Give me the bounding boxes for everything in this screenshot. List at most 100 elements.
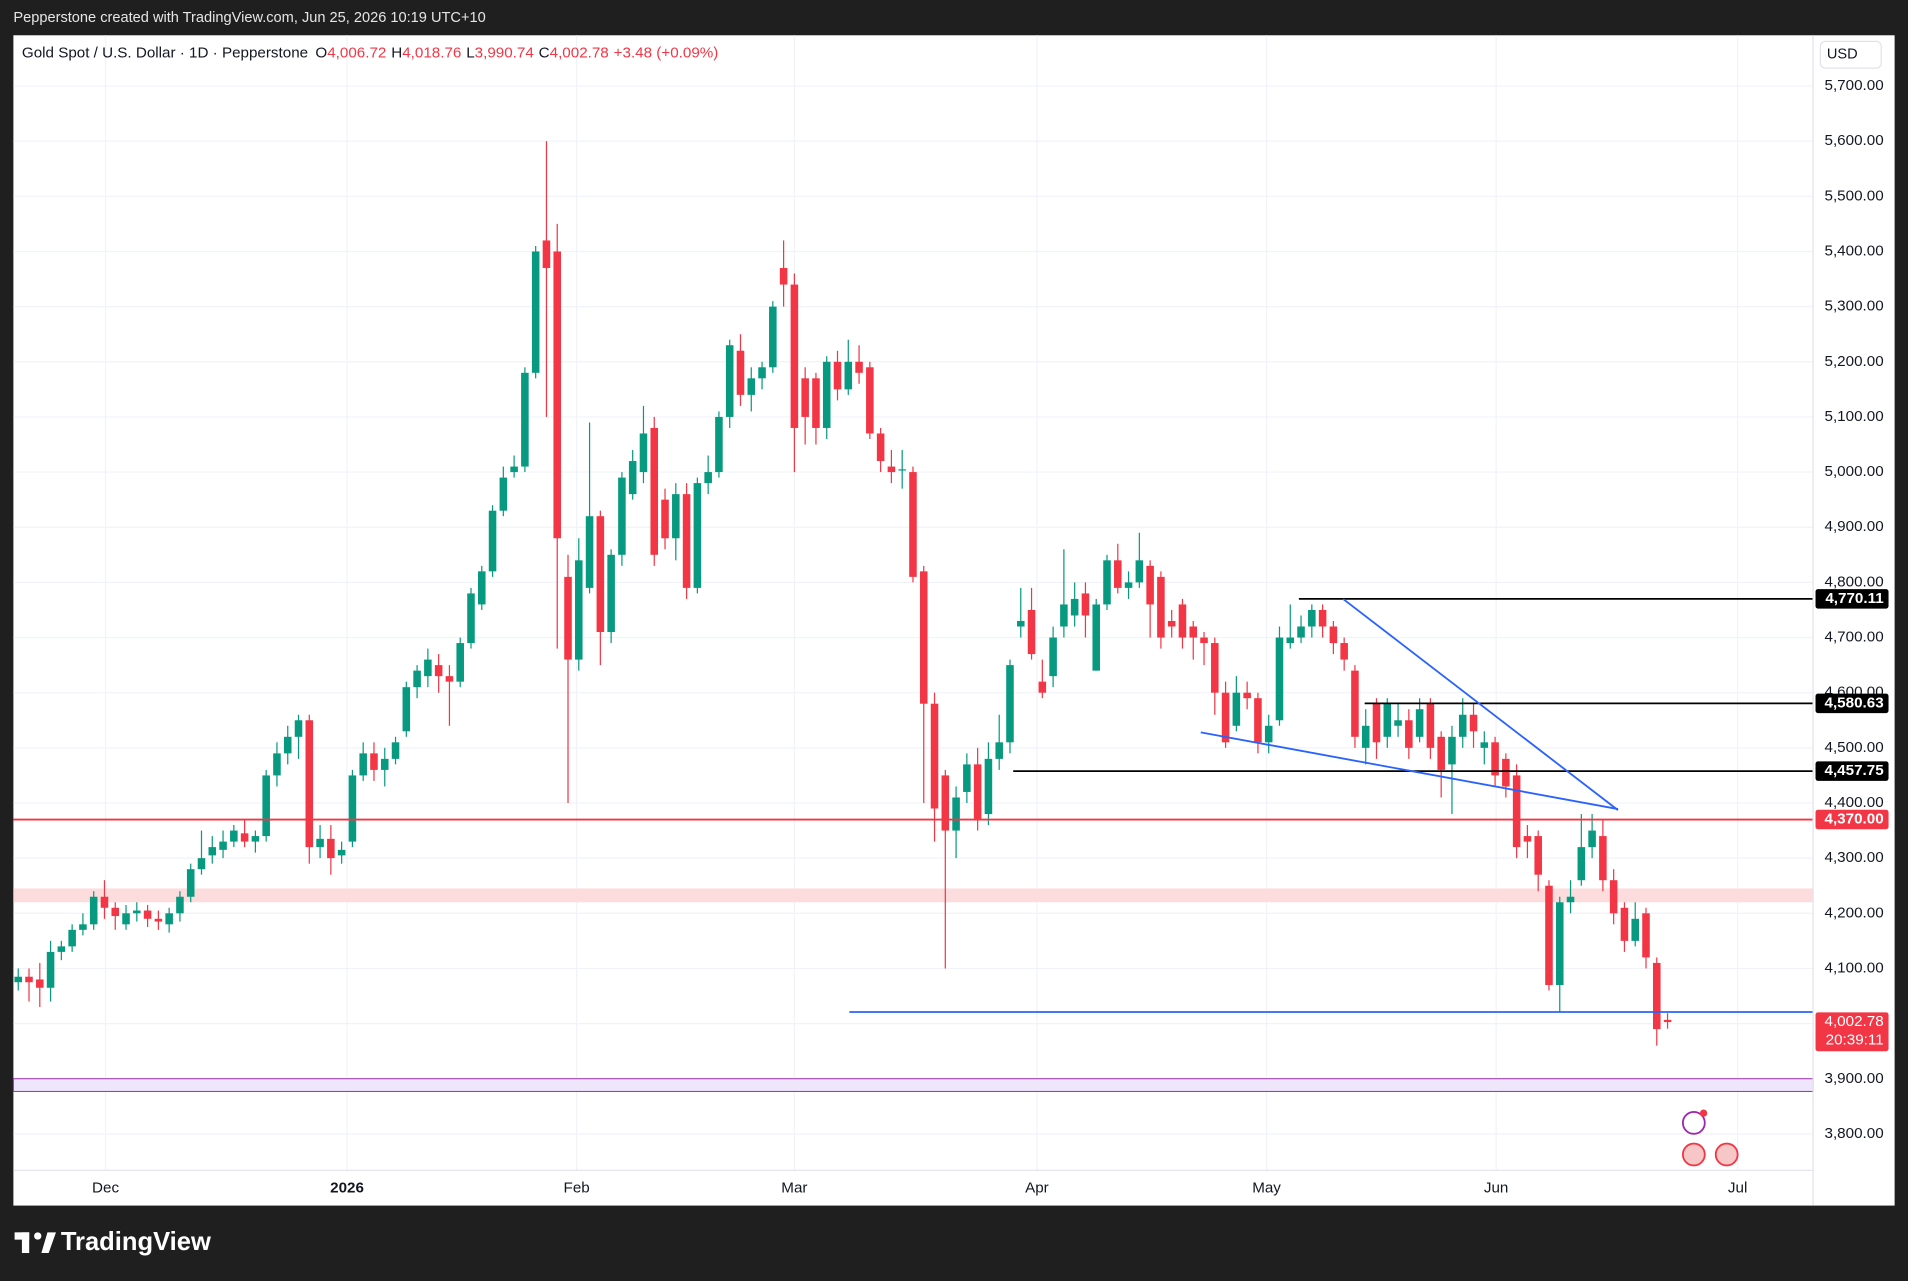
y-tick-label: 5,600.00 — [1825, 132, 1884, 149]
candle-body — [1200, 637, 1208, 644]
candle-body — [963, 764, 971, 792]
candle-body — [1383, 703, 1392, 737]
candle-body — [1318, 609, 1327, 627]
candle-body — [1049, 637, 1057, 677]
candle-body — [240, 833, 249, 842]
candle-body — [1027, 609, 1036, 655]
candle-body — [294, 720, 303, 737]
candle-body — [1189, 626, 1198, 638]
candle-body — [1642, 913, 1650, 958]
candle-body — [1211, 643, 1219, 693]
candle-body — [1620, 907, 1629, 941]
axes: 3,800.003,900.004,000.004,100.004,200.00… — [92, 77, 1889, 1197]
logo-shape — [21, 1232, 30, 1254]
candle-body — [1016, 620, 1025, 627]
candle-body — [262, 775, 270, 837]
candle-body — [36, 979, 44, 988]
candle-body — [812, 378, 820, 428]
candle-body — [14, 976, 23, 983]
event-icon[interactable] — [1681, 1110, 1706, 1135]
candle-body — [1372, 703, 1381, 743]
candle-body — [1426, 703, 1435, 748]
candle-body — [456, 643, 464, 682]
candle-body — [1663, 1019, 1672, 1023]
level-label-box — [1815, 589, 1889, 609]
candle-body — [866, 367, 874, 434]
candle-body — [930, 703, 939, 809]
candle-body — [822, 361, 831, 428]
candle-body — [1070, 598, 1079, 616]
x-tick-label: Jul — [1728, 1180, 1747, 1197]
candle-body — [898, 469, 906, 471]
candle-body — [887, 466, 896, 473]
candle-body — [1480, 742, 1489, 748]
candle-body — [413, 670, 421, 688]
event-dot — [1699, 1109, 1708, 1117]
candle-body — [467, 593, 475, 644]
candle-body — [952, 797, 960, 831]
y-tick-label: 4,100.00 — [1825, 959, 1884, 976]
x-tick-label: Dec — [92, 1180, 119, 1197]
candle-body — [57, 946, 66, 952]
ohlc-key: O — [315, 45, 327, 62]
y-tick-label: 5,000.00 — [1825, 463, 1884, 480]
candle-body — [197, 858, 206, 870]
brand: TradingView — [61, 1228, 211, 1256]
candle-body — [445, 676, 454, 682]
candle-body — [542, 240, 551, 269]
candle-body — [1254, 698, 1262, 743]
candle-body — [327, 838, 335, 859]
candle-body — [779, 268, 788, 285]
candle-body — [1458, 714, 1467, 737]
currency-button[interactable] — [1819, 40, 1882, 69]
last-price-box — [1815, 1012, 1889, 1052]
candle-body — [521, 372, 529, 467]
candle-body — [1092, 604, 1100, 671]
candle-body — [477, 571, 486, 605]
x-tick-label: Feb — [564, 1180, 590, 1197]
candle-body — [995, 742, 1003, 759]
candle-body — [1361, 725, 1370, 748]
candle-body — [855, 361, 863, 373]
candle-body — [585, 516, 594, 588]
candle-body — [1523, 836, 1532, 842]
candle-body — [769, 306, 777, 368]
candle-body — [1415, 709, 1424, 737]
candle-body — [251, 836, 260, 842]
candle-body — [618, 477, 626, 555]
y-tick-label: 5,500.00 — [1825, 187, 1884, 204]
legend: Gold Spot / U.S. Dollar · 1D · Peppersto… — [22, 45, 718, 62]
candle-body — [510, 466, 518, 473]
candle-body — [370, 753, 378, 770]
candle-body — [1221, 692, 1230, 743]
candle-body — [348, 775, 357, 842]
candle-body — [1502, 758, 1510, 787]
x-tick-label: May — [1252, 1180, 1281, 1197]
candle-body — [715, 416, 723, 473]
y-tick-label: 4,200.00 — [1825, 904, 1884, 921]
candle-body — [1437, 736, 1445, 770]
candle-body — [219, 841, 227, 850]
candle-body — [1167, 620, 1176, 627]
candle-body — [1448, 736, 1456, 765]
candle-body — [143, 910, 152, 919]
candle-body — [359, 753, 367, 776]
event-icon[interactable] — [1681, 1142, 1706, 1167]
candle-body — [391, 742, 400, 759]
candle-body — [1081, 593, 1090, 616]
currency: USD — [1827, 47, 1858, 63]
candle-body — [100, 896, 109, 908]
ohlc-value: 4,002.78 — [550, 45, 609, 62]
candle-body — [844, 361, 853, 390]
candle-body — [747, 378, 756, 395]
candle-body — [68, 929, 76, 947]
candle-body — [1469, 714, 1478, 732]
candle-body — [111, 907, 120, 917]
candle-body — [984, 758, 993, 815]
event-icon[interactable] — [1714, 1142, 1739, 1167]
candle-body — [693, 483, 702, 588]
logo-shape — [41, 1232, 56, 1254]
candle-body — [1512, 775, 1521, 848]
candle-body — [661, 499, 669, 539]
